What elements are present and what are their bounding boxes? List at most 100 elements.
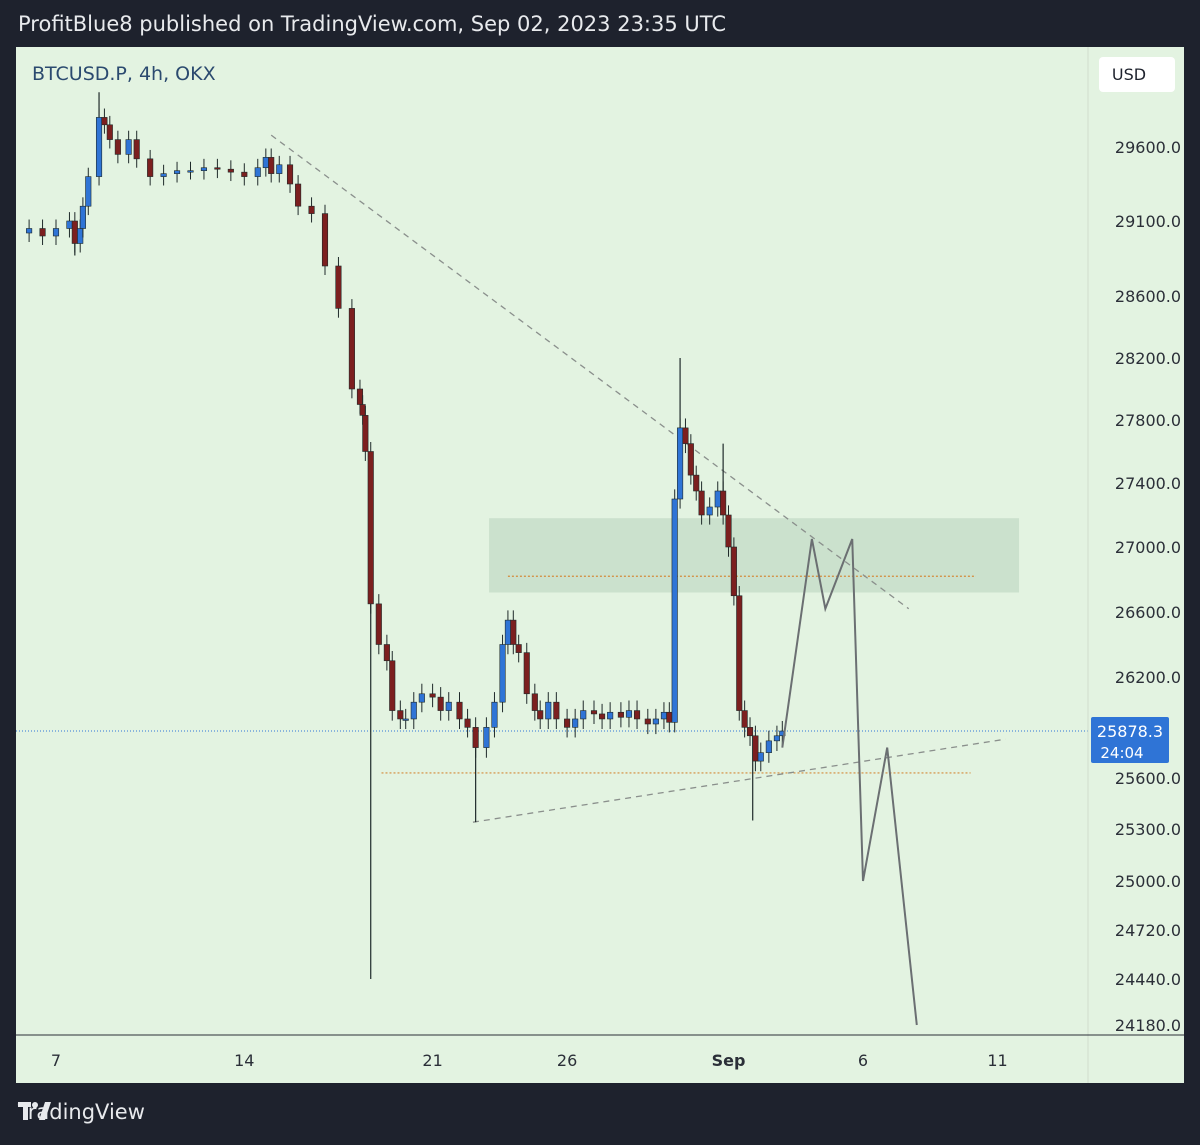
y-tick-label: 28200.0 (1115, 349, 1181, 368)
candle-body-down (666, 711, 673, 723)
candle-body-down (133, 139, 140, 160)
candle-body-down (682, 427, 689, 444)
candle (499, 634, 506, 713)
candle (174, 161, 181, 183)
y-tick-label: 26200.0 (1115, 668, 1181, 687)
x-tick-label: 21 (422, 1051, 442, 1070)
candle-body-up (200, 167, 207, 171)
candle (39, 219, 46, 245)
candle (720, 481, 727, 525)
candle (101, 108, 108, 134)
candle (262, 148, 269, 177)
candle (564, 708, 571, 738)
candle (572, 708, 579, 738)
candle (402, 708, 409, 730)
publisher-attribution: ProfitBlue8 published on TradingView.com… (18, 12, 727, 36)
candle-body-up (79, 205, 86, 229)
candle-body-down (590, 710, 598, 715)
candle-body-down (456, 701, 463, 720)
candle (625, 700, 633, 728)
candle-body-up (160, 173, 167, 177)
candle (389, 651, 396, 721)
candle (687, 434, 694, 485)
candle-body-up (660, 711, 667, 720)
y-tick-label: 24180.0 (1115, 1016, 1181, 1035)
candle-body-down (537, 710, 544, 720)
candle-body-down (693, 474, 700, 492)
candle-body-down (321, 213, 329, 267)
candle-body-down (308, 205, 315, 214)
candle (752, 725, 759, 772)
x-tick-label: 26 (557, 1051, 577, 1070)
candle-body-up (491, 701, 498, 728)
candle-body-down (515, 644, 522, 653)
y-tick-label: 29100.0 (1115, 212, 1181, 231)
candle-body-down (362, 415, 369, 452)
x-tick-label: 7 (51, 1051, 61, 1070)
candle-body-down (698, 490, 705, 516)
candle (410, 692, 417, 730)
candle-body-down (389, 660, 396, 711)
candle (736, 586, 743, 721)
candle-body-up (52, 228, 60, 237)
candle-body-down (617, 711, 624, 718)
currency-label: USD (1112, 65, 1146, 84)
candle-body-down (397, 710, 404, 720)
tradingview-branding: TradingView (18, 1100, 145, 1124)
bar-countdown: 24:04 (1100, 744, 1143, 762)
chart-area[interactable]: 29600.0 29100.0 28600.0 28200.0 27800.0 27400… (16, 47, 1184, 1083)
candle (362, 406, 369, 461)
candle-body-down (633, 710, 641, 720)
candle-body-up (125, 139, 132, 155)
candle-body-down (286, 164, 294, 185)
candle (682, 418, 689, 454)
y-tick-label: 26600.0 (1115, 603, 1181, 622)
candle (464, 708, 471, 738)
candle (286, 155, 294, 193)
candle-body-up (580, 710, 587, 720)
candle (160, 164, 167, 186)
candle-body-down (375, 603, 382, 645)
y-tick-label: 25600.0 (1115, 769, 1181, 788)
candle (383, 634, 390, 671)
price-chart[interactable]: 29600.0 29100.0 28600.0 28200.0 27800.0 27400… (16, 47, 1184, 1083)
candle-body-up (95, 117, 103, 177)
candle-body-down (39, 228, 46, 237)
candle (397, 700, 404, 730)
candle-body-up (572, 718, 579, 728)
candle-body-down (531, 693, 538, 711)
candle-body-down (429, 693, 436, 698)
x-tick-label: 11 (987, 1051, 1007, 1070)
candle-body-up (545, 701, 552, 720)
candle-body-down (367, 451, 374, 605)
candle-body-down (736, 595, 743, 711)
candle-body-up (402, 718, 409, 721)
y-tick-label: 25300.0 (1115, 820, 1181, 839)
candle-body-up (706, 506, 713, 516)
candle-body-up (677, 427, 684, 500)
candle-body-up (773, 735, 780, 742)
candle (545, 692, 552, 730)
y-tick-label: 28600.0 (1115, 287, 1181, 306)
currency-button[interactable]: USD (1099, 57, 1175, 92)
candle (510, 610, 517, 655)
projected-path-line (781, 538, 918, 1026)
candle (765, 730, 772, 763)
candle (590, 700, 598, 725)
candle-body-down (214, 167, 221, 170)
candle (133, 130, 140, 168)
candle (52, 219, 60, 245)
symbol-label: BTCUSD.P, 4h, OKX (32, 63, 216, 85)
supply-zone (489, 518, 1020, 593)
currency-button-bg (1099, 57, 1175, 92)
candle (730, 537, 737, 606)
candle-body-up (714, 490, 721, 508)
y-tick-label: 29600.0 (1115, 138, 1181, 157)
candle (335, 257, 342, 318)
candle-body-down (523, 652, 530, 695)
candle-body-down (687, 443, 694, 476)
y-tick-label: 24440.0 (1115, 970, 1181, 989)
candle-body-up (757, 752, 764, 762)
candle (114, 130, 121, 164)
y-tick-label: 25000.0 (1115, 872, 1181, 891)
